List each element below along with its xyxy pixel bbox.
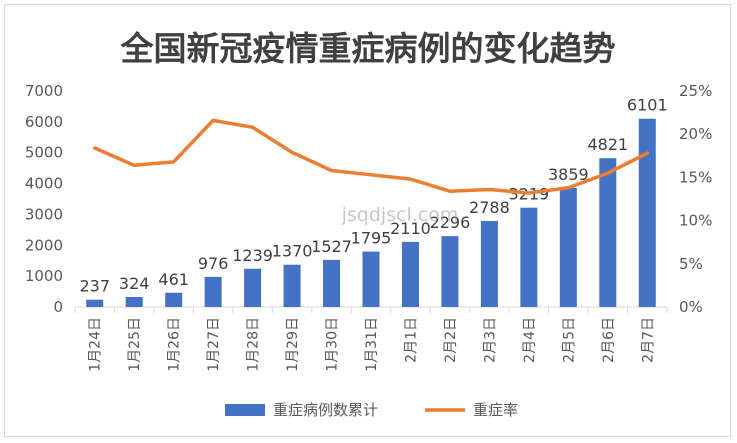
x-tick-label: 2月6日 (601, 317, 617, 363)
y-left-tick-label: 3000 (25, 205, 63, 223)
y-right-tick-label: 0% (679, 298, 703, 316)
bar (401, 241, 419, 307)
bar (638, 118, 656, 307)
chart-frame: 全国新冠疫情重症病例的变化趋势 0 1000 2000 3000 4000 5000 600… (4, 4, 731, 437)
bar (165, 292, 183, 307)
legend: 重症病例数累计 重症率 (225, 401, 518, 419)
line-point (408, 177, 412, 181)
bar-data-label: 237 (79, 277, 110, 296)
bar-data-label: 2788 (469, 198, 510, 217)
x-tick-label: 2月7日 (640, 317, 656, 363)
bar (86, 299, 104, 307)
x-tick-label: 2月2日 (443, 317, 459, 363)
line-point (645, 151, 649, 155)
x-tick-label: 1月24日 (88, 317, 104, 372)
bar-series (86, 118, 656, 307)
line-point (487, 187, 491, 191)
bar (283, 264, 301, 307)
line-point (211, 118, 215, 122)
axes: 0 1000 2000 3000 4000 5000 6000 7000 0% 5% 10% 15% 2… (25, 82, 713, 372)
y-right-tick-label: 5% (679, 255, 703, 273)
x-tick-label: 1月29日 (285, 317, 301, 372)
line-series (92, 118, 650, 195)
y-right-tick-label: 10% (679, 212, 712, 230)
watermark: jsqdjscl.com (341, 204, 459, 226)
y-right-tick-label: 15% (679, 168, 712, 186)
legend-bar-label: 重症病例数累计 (273, 401, 378, 419)
bar-data-label: 1795 (351, 229, 392, 248)
bar-data-labels: 237 324 461 976 1239137015271795211022962788… (79, 96, 667, 296)
chart-title: 全国新冠疫情重症病例的变化趋势 (120, 29, 616, 68)
line-point (448, 189, 452, 193)
y-left-tick-label: 6000 (25, 113, 63, 131)
bar (125, 297, 143, 307)
bar (599, 158, 617, 307)
line-point (566, 186, 570, 190)
x-tick-label: 2月4日 (522, 317, 538, 363)
chart-svg: 全国新冠疫情重症病例的变化趋势 0 1000 2000 3000 4000 5000 600… (25, 29, 713, 419)
line-point (251, 125, 255, 129)
bar-data-label: 1239 (232, 246, 273, 265)
x-tick-label: 1月26日 (167, 317, 183, 372)
y-left-tick-label: 0 (53, 298, 63, 316)
line-point (330, 168, 334, 172)
bar (520, 207, 538, 307)
bar-data-label: 1370 (272, 242, 313, 261)
bar-data-label: 461 (158, 270, 189, 289)
bar (362, 251, 380, 307)
y-left-tick-label: 7000 (25, 82, 63, 100)
x-tick-label: 2月1日 (403, 317, 419, 363)
x-tick-label: 2月5日 (561, 317, 577, 363)
bar-data-label: 3859 (548, 165, 589, 184)
x-tick-label: 1月27日 (206, 317, 222, 372)
line-point (606, 171, 610, 175)
bar-data-label: 4821 (587, 135, 628, 154)
y-right-tick-label: 25% (679, 82, 712, 100)
bar (204, 276, 222, 307)
y-left-tick-label: 2000 (25, 236, 63, 254)
y-right-tick-label: 20% (679, 125, 712, 143)
bar-data-label: 324 (119, 274, 150, 293)
x-tick-label: 1月28日 (246, 317, 262, 372)
bar (323, 259, 341, 307)
bar-data-label: 2296 (430, 213, 471, 232)
bar-data-label: 6101 (627, 96, 668, 115)
bar (480, 220, 498, 307)
x-tick-label: 1月25日 (127, 317, 143, 372)
legend-line-label: 重症率 (473, 401, 518, 419)
bar (441, 236, 459, 307)
bar (244, 268, 262, 307)
x-tick-label: 1月31日 (364, 317, 380, 372)
bar (559, 187, 577, 307)
bar-data-label: 1527 (311, 237, 352, 256)
bar-data-label: 976 (198, 254, 229, 273)
x-tick-label: 1月30日 (325, 317, 341, 372)
legend-bar-swatch (225, 404, 265, 416)
line-point (132, 163, 136, 167)
line-point (93, 146, 97, 150)
y-left-tick-label: 5000 (25, 144, 63, 162)
line-point (172, 160, 176, 164)
bar-data-label: 2110 (390, 219, 431, 238)
line-point (290, 150, 294, 154)
line-point (527, 191, 531, 195)
y-left-tick-label: 1000 (25, 267, 63, 285)
x-tick-label: 2月3日 (482, 317, 498, 363)
line-point (369, 173, 373, 177)
y-left-tick-label: 4000 (25, 175, 63, 193)
